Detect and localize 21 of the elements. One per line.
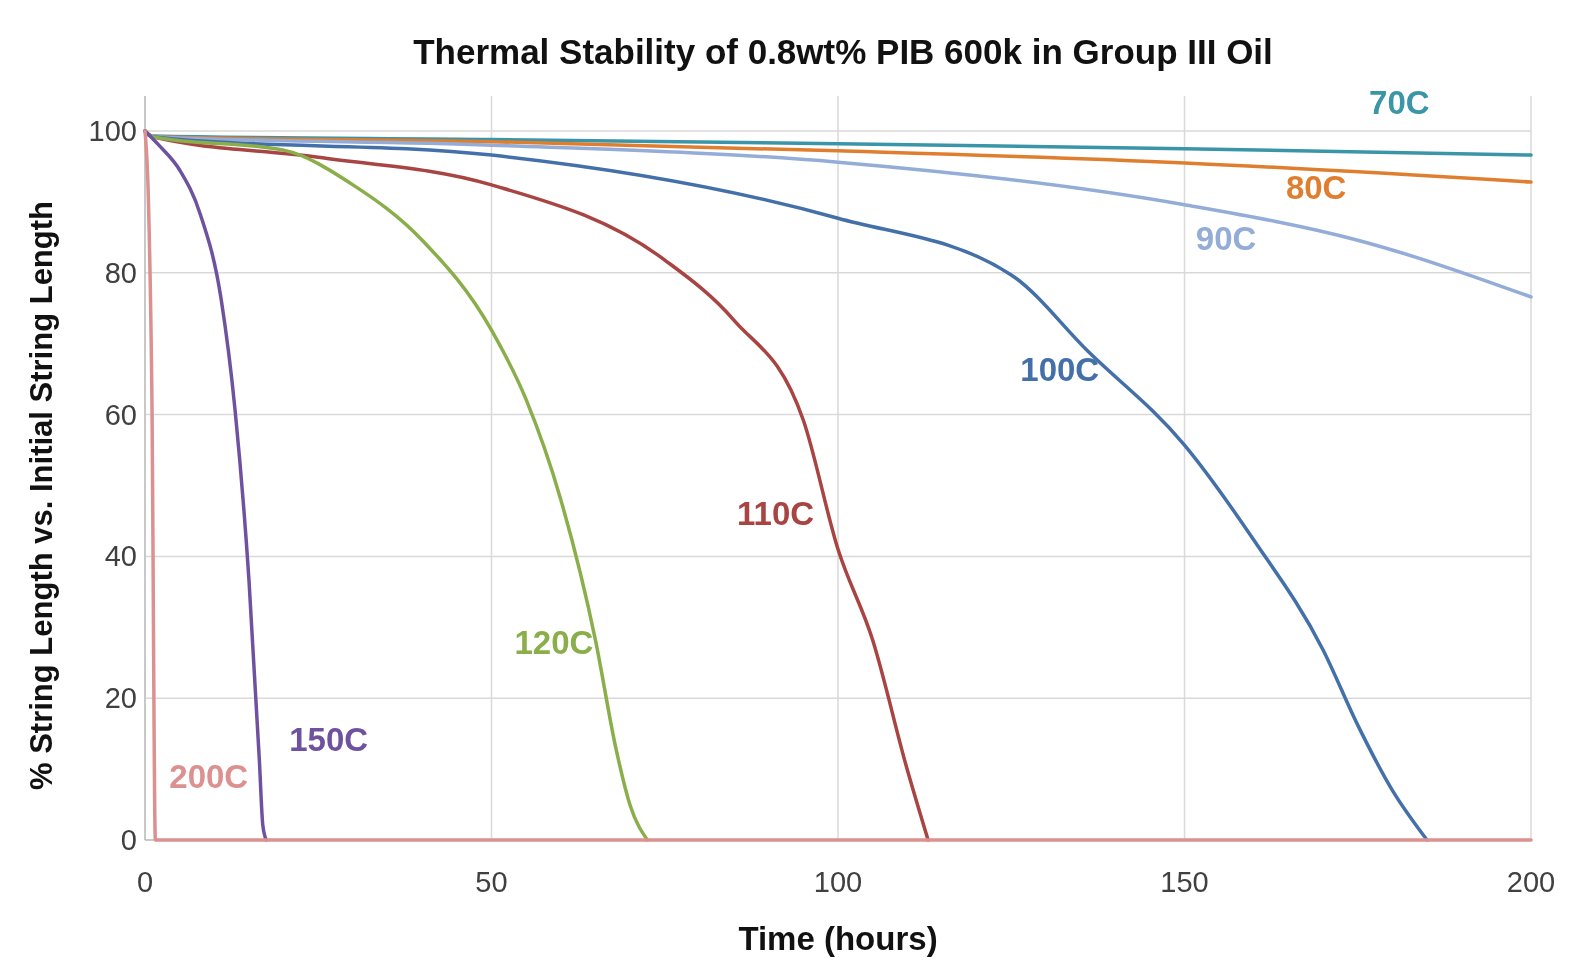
y-tick-label: 60 xyxy=(104,398,137,431)
series-label: 200C xyxy=(169,757,249,795)
series-label: 90C xyxy=(1195,219,1257,257)
chart-title: Thermal Stability of 0.8wt% PIB 600k in Group III Oil xyxy=(413,32,1273,71)
y-tick-label: 20 xyxy=(104,682,137,715)
series-label: 120C xyxy=(514,624,594,662)
y-axis-title: % String Length vs. Initial String Length xyxy=(24,201,59,790)
series-label: 100C xyxy=(1020,350,1100,388)
series-label: 110C xyxy=(737,494,815,532)
y-tick-label: 80 xyxy=(104,256,137,289)
series-label: 150C xyxy=(289,720,369,758)
series-label: 70C xyxy=(1369,84,1430,122)
y-tick-label: 100 xyxy=(88,115,137,147)
y-tick-label: 40 xyxy=(104,540,137,573)
x-tick-label: 100 xyxy=(813,866,863,898)
x-tick-label: 200 xyxy=(1506,866,1556,898)
x-tick-label: 150 xyxy=(1160,866,1209,898)
y-tick-label: 0 xyxy=(120,824,137,856)
series-label: 80C xyxy=(1285,168,1347,206)
x-axis-title: Time (hours) xyxy=(738,920,938,957)
x-tick-label: 50 xyxy=(475,866,508,898)
